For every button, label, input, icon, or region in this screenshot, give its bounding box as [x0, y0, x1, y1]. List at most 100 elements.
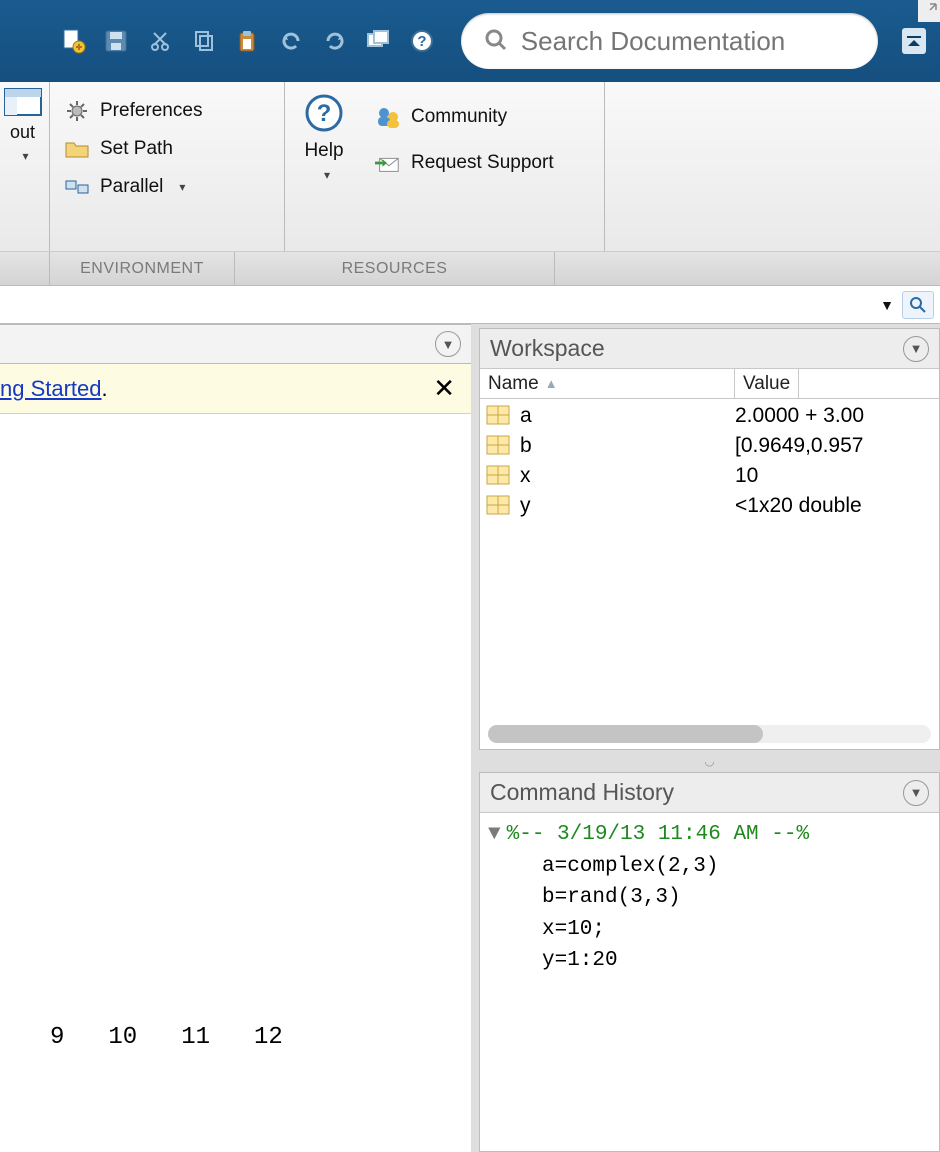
- window-resize-icon[interactable]: [918, 0, 940, 22]
- svg-text:?: ?: [317, 100, 332, 127]
- preferences-button[interactable]: Preferences: [64, 92, 260, 130]
- request-support-button[interactable]: Request Support: [375, 144, 554, 182]
- folder-icon: [64, 136, 90, 162]
- undo-icon[interactable]: [274, 23, 308, 59]
- parallel-icon: [64, 174, 90, 200]
- workspace-row[interactable]: a 2.0000 + 3.00: [480, 401, 939, 431]
- command-window: ▼ ng Started. ✕ 9 10 11 12: [0, 324, 475, 1152]
- search-icon: [483, 27, 509, 56]
- output-num: 10: [108, 1024, 137, 1051]
- history-timestamp: %-- 3/19/13 11:46 AM --%: [507, 823, 809, 846]
- right-column: Workspace ▼ Name ▲ Value a 2.0000 + 3.00: [475, 324, 940, 1152]
- workspace-row[interactable]: y <1x20 double: [480, 491, 939, 521]
- workspace-panel: Workspace ▼ Name ▲ Value a 2.0000 + 3.00: [479, 328, 940, 750]
- chevron-down-icon: ▾: [22, 149, 28, 163]
- environment-group: Preferences Set Path Parallel ▾: [50, 82, 285, 251]
- search-input[interactable]: [521, 26, 856, 57]
- history-title-bar: Command History ▼: [480, 773, 939, 813]
- getting-started-link[interactable]: ng Started: [0, 376, 102, 401]
- community-label: Community: [411, 106, 507, 128]
- var-name: y: [520, 494, 735, 518]
- paste-icon[interactable]: [231, 23, 265, 59]
- history-command[interactable]: y=1:20: [542, 945, 931, 977]
- history-timestamp-row[interactable]: ▼ %-- 3/19/13 11:46 AM --%: [488, 819, 931, 851]
- output-num: 12: [254, 1024, 283, 1051]
- command-history-panel: Command History ▼ ▼ %-- 3/19/13 11:46 AM …: [479, 772, 940, 1152]
- output-num: 11: [181, 1024, 210, 1051]
- help-button[interactable]: ? Help ▾: [303, 92, 345, 182]
- current-folder-bar: ▼: [0, 286, 940, 324]
- folder-dropdown-icon[interactable]: ▼: [880, 297, 894, 313]
- preferences-label: Preferences: [100, 100, 202, 122]
- community-icon: [375, 104, 401, 130]
- var-name: b: [520, 434, 735, 458]
- history-command[interactable]: x=10;: [542, 914, 931, 946]
- chevron-down-icon: ▾: [179, 180, 185, 194]
- var-name: a: [520, 404, 735, 428]
- set-path-button[interactable]: Set Path: [64, 130, 260, 168]
- resources-group: ? Help ▾ Community Request Su: [285, 82, 605, 251]
- request-support-label: Request Support: [411, 152, 554, 174]
- history-command[interactable]: a=complex(2,3): [542, 851, 931, 883]
- browse-folder-icon[interactable]: [902, 291, 934, 319]
- chevron-down-icon: ▾: [324, 168, 330, 182]
- variable-icon: [486, 405, 512, 427]
- panel-menu-icon[interactable]: ▼: [903, 780, 929, 806]
- output-numbers: 9 10 11 12: [50, 1024, 283, 1051]
- layout-label: out: [10, 122, 35, 143]
- windows-icon[interactable]: [361, 23, 395, 59]
- command-window-header: ▼: [0, 324, 471, 364]
- community-button[interactable]: Community: [375, 98, 554, 136]
- collapse-icon[interactable]: ▼: [488, 823, 501, 846]
- workspace-hscroll[interactable]: [488, 725, 931, 743]
- variable-icon: [486, 435, 512, 457]
- banner-period: .: [102, 376, 108, 401]
- set-path-label: Set Path: [100, 138, 173, 160]
- parallel-label: Parallel: [100, 176, 163, 198]
- close-banner-icon[interactable]: ✕: [433, 373, 455, 404]
- workspace-body: a 2.0000 + 3.00 b [0.9649,0.957 x 10 y <…: [480, 399, 939, 721]
- workspace-col-value[interactable]: Value: [735, 369, 799, 398]
- history-command[interactable]: b=rand(3,3): [542, 882, 931, 914]
- workspace-row[interactable]: b [0.9649,0.957: [480, 431, 939, 461]
- svg-text:?: ?: [417, 33, 426, 50]
- splitter-icon[interactable]: ◡: [704, 754, 714, 768]
- history-body: ▼ %-- 3/19/13 11:46 AM --% a=complex(2,3)…: [480, 813, 939, 983]
- copy-icon[interactable]: [187, 23, 221, 59]
- workspace-title-bar: Workspace ▼: [480, 329, 939, 369]
- minimize-ribbon-icon[interactable]: [902, 28, 926, 54]
- sort-asc-icon: ▲: [545, 376, 558, 391]
- save-icon[interactable]: [100, 23, 134, 59]
- variable-icon: [486, 495, 512, 517]
- quick-access-toolbar: ?: [0, 0, 940, 82]
- workspace-columns: Name ▲ Value: [480, 369, 939, 399]
- cut-icon[interactable]: [143, 23, 177, 59]
- help-label: Help: [304, 140, 343, 162]
- workspace-title: Workspace: [490, 335, 605, 362]
- help-icon[interactable]: ?: [405, 23, 439, 59]
- parallel-button[interactable]: Parallel ▾: [64, 168, 260, 206]
- workspace-col-name[interactable]: Name ▲: [480, 369, 735, 398]
- gear-icon: [64, 98, 90, 124]
- envelope-arrow-icon: [375, 150, 401, 176]
- search-documentation[interactable]: [461, 13, 878, 69]
- layout-button[interactable]: out ▾: [0, 82, 50, 251]
- var-value: <1x20 double: [735, 494, 862, 518]
- redo-icon[interactable]: [318, 23, 352, 59]
- panel-menu-icon[interactable]: ▼: [435, 331, 461, 357]
- var-value: 10: [735, 464, 758, 488]
- var-name: x: [520, 464, 735, 488]
- panel-menu-icon[interactable]: ▼: [903, 336, 929, 362]
- ribbon-group-labels: ENVIRONMENT RESOURCES: [0, 251, 940, 285]
- resources-group-label: RESOURCES: [235, 252, 555, 285]
- environment-group-label: ENVIRONMENT: [50, 252, 235, 285]
- ribbon: out ▾ Preferences Set Path Parallel: [0, 82, 940, 286]
- var-value: [0.9649,0.957: [735, 434, 863, 458]
- output-num: 9: [50, 1024, 64, 1051]
- getting-started-banner: ng Started. ✕: [0, 364, 471, 414]
- variable-icon: [486, 465, 512, 487]
- workspace-row[interactable]: x 10: [480, 461, 939, 491]
- help-icon: ?: [303, 92, 345, 134]
- var-value: 2.0000 + 3.00: [735, 404, 864, 428]
- new-script-icon[interactable]: [56, 23, 90, 59]
